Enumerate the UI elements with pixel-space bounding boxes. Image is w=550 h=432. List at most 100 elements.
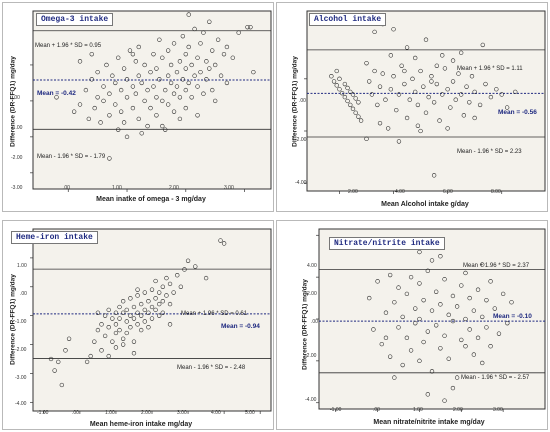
lower-limit-label: Mean - 1.96 * SD = - 2.57 (461, 375, 530, 381)
data-point (131, 304, 137, 310)
data-point (431, 173, 437, 178)
data-point (429, 369, 435, 374)
data-point (505, 321, 510, 326)
x-tick-label: 3.00 (493, 407, 503, 413)
data-point (396, 285, 401, 290)
data-point (177, 59, 183, 64)
data-point (472, 89, 477, 95)
data-point (417, 316, 422, 322)
data-point (121, 120, 127, 125)
data-point (77, 59, 83, 64)
data-point (113, 322, 119, 327)
data-point (440, 92, 445, 97)
data-point (442, 66, 448, 71)
y-tick-label: -3.00 (11, 185, 23, 191)
data-point (142, 307, 147, 313)
x-tick-label: 2.00 (169, 185, 179, 191)
data-point (400, 314, 405, 320)
data-point (157, 313, 162, 318)
data-point (475, 287, 481, 292)
data-point (120, 336, 126, 341)
data-point (121, 66, 127, 71)
data-point (153, 307, 158, 313)
data-point (380, 71, 385, 76)
data-point (385, 126, 391, 131)
data-point (339, 90, 345, 96)
data-point (139, 327, 144, 333)
data-point (480, 42, 485, 48)
data-point (492, 306, 497, 311)
data-point (404, 45, 410, 50)
data-point (116, 127, 121, 132)
data-point (404, 291, 410, 297)
data-point (504, 105, 510, 110)
data-point (183, 87, 188, 93)
data-point (107, 91, 112, 96)
data-point (207, 19, 212, 24)
data-point (402, 68, 407, 74)
data-point (149, 304, 155, 310)
x-tick-label: 1.00 (413, 407, 423, 413)
x-tick-label: .00 (72, 410, 79, 416)
data-point (160, 55, 165, 60)
data-point (168, 80, 174, 86)
data-point (98, 120, 103, 125)
y-tick-label: .00 (311, 319, 318, 325)
data-point (83, 87, 89, 93)
data-point (356, 100, 361, 105)
data-point (95, 69, 100, 75)
data-point (477, 102, 483, 108)
heme-iron-plot (30, 228, 272, 414)
x-tick-label: .00 (373, 407, 380, 413)
data-point (429, 308, 435, 313)
data-point (210, 48, 215, 53)
data-point (421, 84, 426, 89)
data-point (375, 279, 380, 284)
data-point (391, 74, 396, 79)
data-point (353, 110, 358, 115)
data-point (464, 84, 469, 89)
data-point (375, 102, 380, 108)
mean-label: Mean = -0.42 (37, 90, 76, 97)
data-point (164, 293, 169, 298)
data-point (136, 44, 141, 50)
y-axis-label: Difference (DR-FFQ1) mg/day (9, 56, 17, 147)
data-point (448, 105, 453, 110)
data-point (113, 80, 118, 86)
data-point (201, 30, 206, 35)
data-point (142, 290, 147, 295)
data-point (425, 392, 430, 397)
data-point (182, 267, 187, 272)
data-point (329, 74, 334, 79)
chart-title: Omega-3 intake (36, 13, 114, 26)
data-point (407, 97, 412, 102)
data-point (475, 335, 481, 341)
omega3-plot (30, 10, 272, 192)
data-point (66, 336, 72, 341)
data-point (104, 62, 109, 68)
data-point (203, 275, 209, 281)
data-point (118, 109, 124, 114)
data-point (367, 79, 372, 84)
x-tick-label: -1.00 (330, 407, 342, 413)
data-point (201, 91, 206, 96)
y-tick-label: 1.00 (17, 263, 27, 269)
data-point (165, 102, 171, 107)
data-point (210, 87, 215, 93)
x-tick-label: 4.00 (395, 189, 405, 195)
data-point (139, 80, 144, 86)
data-point (106, 325, 111, 330)
data-point (212, 98, 218, 104)
data-point (204, 59, 209, 64)
data-point (337, 87, 342, 92)
lower-limit-label: Mean - 1.96 * SD = - 2.48 (177, 365, 246, 371)
data-point (124, 319, 129, 324)
y-tick-label: -4.00 (15, 401, 27, 407)
data-point (130, 51, 136, 57)
y-tick-label: .00 (13, 95, 20, 101)
data-point (110, 73, 115, 78)
x-tick-label: 8.00 (491, 189, 501, 195)
data-point (445, 126, 450, 131)
data-point (421, 339, 426, 345)
data-point (145, 123, 150, 129)
